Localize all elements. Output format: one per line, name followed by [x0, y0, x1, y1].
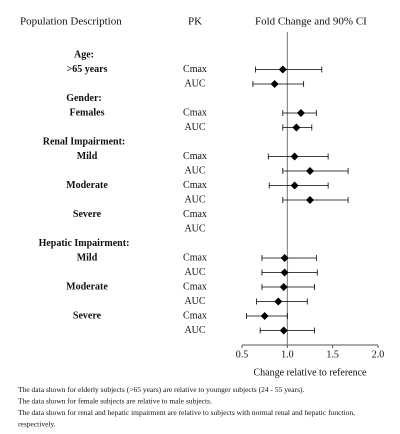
x-tick-label: 1.5: [326, 349, 339, 360]
x-tick-label: 1.0: [281, 349, 294, 360]
population-label: Severe: [73, 310, 102, 321]
point-estimate: [278, 65, 287, 74]
population-label: Mild: [77, 151, 98, 162]
column-header: Fold Change and 90% CI: [255, 16, 367, 28]
pk-label: AUC: [184, 194, 205, 205]
pk-label: Cmax: [183, 180, 207, 191]
point-estimate: [280, 254, 289, 262]
x-tick-label: 0.5: [236, 349, 249, 360]
footnote: respectively.: [18, 420, 56, 429]
population-label: >65 years: [67, 64, 108, 75]
point-estimate: [290, 181, 299, 190]
group-heading: Hepatic Impairment:: [39, 238, 130, 249]
point-estimate: [280, 268, 289, 277]
pk-label: AUC: [184, 267, 205, 278]
pk-label: Cmax: [183, 151, 207, 162]
pk-label: Cmax: [183, 310, 207, 321]
x-tick-label: 2.0: [372, 349, 385, 360]
point-estimate: [292, 123, 301, 132]
pk-label: AUC: [184, 165, 205, 176]
column-header: Population Description: [20, 16, 122, 28]
group-heading: Age:: [74, 49, 94, 60]
point-estimate: [270, 80, 279, 88]
group-heading: Renal Impairment:: [43, 136, 126, 147]
point-estimate: [279, 283, 288, 291]
point-estimate: [260, 312, 269, 320]
footnote: The data shown for renal and hepatic imp…: [18, 408, 355, 417]
point-estimate: [306, 167, 314, 175]
point-estimate: [274, 297, 283, 306]
x-axis-label: Change relative to reference: [254, 367, 368, 378]
footnote: The data shown for female subjects are r…: [18, 397, 212, 406]
pk-label: Cmax: [183, 64, 207, 75]
footnote: The data shown for elderly subjects (>65…: [18, 385, 305, 394]
pk-label: AUC: [184, 78, 205, 89]
pk-label: AUC: [184, 122, 205, 133]
pk-label: Cmax: [183, 107, 207, 118]
column-header: PK: [188, 16, 202, 28]
pk-label: AUC: [184, 296, 205, 307]
point-estimate: [306, 196, 314, 204]
population-label: Females: [70, 107, 105, 118]
point-estimate: [290, 152, 299, 161]
pk-label: Cmax: [183, 252, 207, 263]
pk-label: Cmax: [183, 281, 207, 292]
group-heading: Gender:: [66, 93, 102, 104]
pk-label: Cmax: [183, 209, 207, 220]
point-estimate: [296, 109, 305, 117]
point-estimate: [279, 326, 288, 335]
population-label: Severe: [73, 209, 102, 220]
pk-label: AUC: [184, 223, 205, 234]
pk-label: AUC: [184, 325, 205, 336]
population-label: Moderate: [66, 281, 108, 292]
population-label: Moderate: [66, 180, 108, 191]
population-label: Mild: [77, 252, 98, 263]
